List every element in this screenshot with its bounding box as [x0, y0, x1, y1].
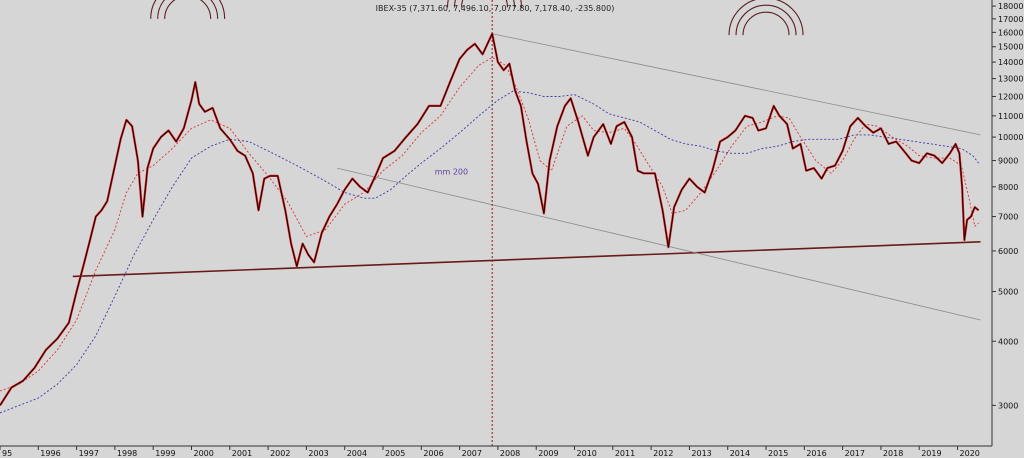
- y-tick-label: 15000: [998, 43, 1023, 52]
- x-tick-label: 2010: [577, 449, 597, 458]
- plot-background: [0, 0, 992, 446]
- y-tick-label: 3000: [998, 401, 1018, 410]
- x-tick-label: 2013: [691, 449, 711, 458]
- top-arc: [742, 11, 790, 36]
- x-tick-label: 2000: [194, 449, 214, 458]
- x-tick-label: 2008: [500, 449, 520, 458]
- x-tick-label: 1996: [40, 449, 60, 458]
- trendline: [492, 33, 981, 136]
- y-tick-label: 8000: [998, 183, 1018, 192]
- price-line: [0, 33, 979, 406]
- x-tick-label: 2020: [960, 449, 980, 458]
- x-tick-label: 2015: [768, 449, 788, 458]
- x-tick-label: 2004: [347, 449, 367, 458]
- short-moving-average-line: [0, 56, 979, 392]
- x-tick-label: 1997: [79, 449, 99, 458]
- trendline: [72, 241, 981, 278]
- annotations-front: mm 200: [150, 0, 804, 177]
- top-arc: [735, 4, 797, 36]
- x-tick-label: 95: [2, 449, 12, 458]
- x-tick-label: 2016: [806, 449, 826, 458]
- y-tick-label: 10000: [998, 133, 1023, 142]
- x-tick-label: 2011: [615, 449, 635, 458]
- y-tick-label: 12000: [998, 92, 1023, 101]
- series-layer: [0, 32, 980, 414]
- y-tick-label: 18000: [998, 2, 1023, 11]
- x-tick-label: 2009: [538, 449, 558, 458]
- x-tick-label: 2002: [270, 449, 290, 458]
- x-tick-label: 2012: [653, 449, 673, 458]
- y-tick-label: 14000: [998, 58, 1023, 67]
- y-tick-label: 16000: [998, 28, 1023, 37]
- top-arc: [164, 0, 212, 19]
- y-tick-label: 17000: [998, 15, 1023, 24]
- y-axis: 3000 4000 5000 6000 7000 8000 9000 10000 11000 12…: [992, 2, 1023, 410]
- y-tick-label: 9000: [998, 157, 1018, 166]
- x-tick-label: 2007: [462, 449, 482, 458]
- y-tick-label: 4000: [998, 337, 1018, 346]
- x-tick-label: 2003: [308, 449, 328, 458]
- x-tick-label: 2001: [232, 449, 252, 458]
- x-tick-label: 2017: [845, 449, 865, 458]
- y-tick-label: 7000: [998, 213, 1018, 222]
- x-tick-label: 1999: [155, 449, 175, 458]
- top-arc: [150, 0, 226, 19]
- top-arc: [157, 0, 219, 19]
- x-tick-label: 2005: [385, 449, 405, 458]
- chart-title: IBEX-35 (7,371.60, 7,496.10, 7,077.80, 7…: [376, 4, 615, 13]
- x-axis: 95 1996 1997 1998 1999 2000 2001 2002 2003 2004 20…: [0, 446, 980, 458]
- x-tick-label: 1998: [117, 449, 137, 458]
- x-tick-label: 2019: [921, 449, 941, 458]
- trendline: [336, 167, 981, 321]
- annotations-back: [72, 0, 981, 446]
- y-tick-label: 6000: [998, 247, 1018, 256]
- ma-label: mm 200: [435, 168, 468, 177]
- long-moving-average-line: [0, 90, 979, 414]
- x-tick-label: 2014: [730, 449, 750, 458]
- x-tick-label: 2018: [883, 449, 903, 458]
- top-arc: [728, 0, 804, 36]
- x-tick-label: 2006: [423, 449, 443, 458]
- y-tick-label: 5000: [998, 288, 1018, 297]
- y-tick-label: 11000: [998, 112, 1023, 121]
- y-tick-label: 13000: [998, 75, 1023, 84]
